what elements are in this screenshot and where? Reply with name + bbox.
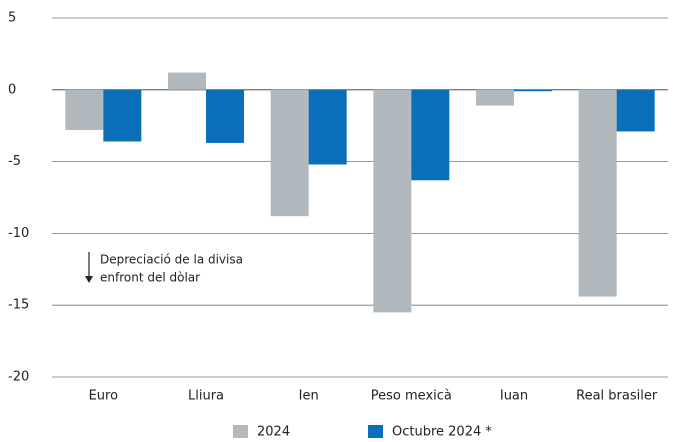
legend-label: Octubre 2024 * [392, 425, 492, 439]
x-tick-label: Euro [89, 389, 119, 404]
bar [270, 89, 309, 217]
x-tick-label: Real brasiler [576, 389, 658, 404]
bar [411, 89, 450, 181]
annotation: enfront del dòlar [100, 271, 200, 285]
bar [514, 89, 552, 92]
x-tick-label: Lliura [188, 389, 224, 404]
bar [206, 89, 244, 143]
bar [103, 89, 142, 142]
bar [578, 89, 617, 297]
y-tick-label: -20 [8, 370, 29, 385]
x-tick-label: Iuan [500, 389, 528, 404]
bar [373, 89, 412, 313]
legend-swatch [233, 425, 248, 439]
x-tick-label: Ien [299, 389, 319, 404]
y-tick-label: -15 [8, 298, 29, 313]
y-tick-label: 5 [8, 11, 16, 26]
legend-label: 2024 [257, 425, 290, 439]
y-tick-label: -10 [8, 226, 29, 241]
bar [476, 89, 514, 106]
y-tick-label: -5 [8, 154, 21, 169]
annotation-arrowhead [85, 276, 93, 283]
annotation: Depreciació de la divisa [100, 253, 243, 267]
bar [616, 89, 655, 132]
bar [308, 89, 347, 165]
x-tick-label: Peso mexicà [371, 389, 452, 404]
legend-swatch [368, 425, 383, 439]
bar [65, 89, 104, 131]
bar [168, 72, 206, 90]
y-tick-label: 0 [8, 82, 16, 97]
